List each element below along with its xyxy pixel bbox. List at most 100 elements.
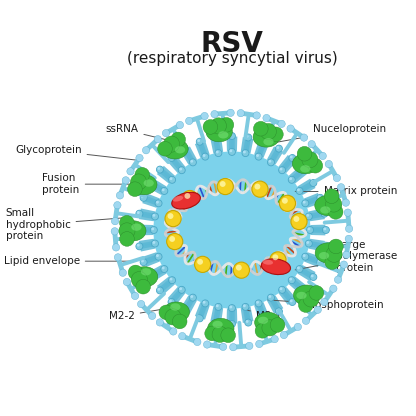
Circle shape bbox=[111, 228, 119, 235]
Circle shape bbox=[205, 203, 259, 257]
Circle shape bbox=[176, 121, 183, 129]
Ellipse shape bbox=[206, 121, 233, 142]
Circle shape bbox=[325, 255, 339, 270]
Circle shape bbox=[189, 159, 196, 166]
Circle shape bbox=[289, 177, 292, 180]
Circle shape bbox=[280, 287, 282, 290]
Circle shape bbox=[194, 192, 270, 268]
Circle shape bbox=[321, 243, 328, 250]
Circle shape bbox=[280, 168, 282, 171]
Circle shape bbox=[267, 294, 275, 301]
Circle shape bbox=[168, 213, 173, 219]
Circle shape bbox=[156, 319, 163, 326]
Circle shape bbox=[167, 233, 183, 250]
Circle shape bbox=[203, 301, 206, 304]
Ellipse shape bbox=[131, 267, 158, 287]
Circle shape bbox=[165, 210, 181, 227]
Circle shape bbox=[243, 151, 246, 154]
Circle shape bbox=[202, 300, 209, 307]
Circle shape bbox=[322, 226, 329, 233]
Circle shape bbox=[169, 156, 172, 158]
Circle shape bbox=[321, 298, 328, 306]
Circle shape bbox=[197, 139, 200, 142]
Circle shape bbox=[314, 306, 322, 313]
Ellipse shape bbox=[263, 138, 274, 146]
Circle shape bbox=[236, 265, 242, 270]
Ellipse shape bbox=[319, 252, 329, 259]
Circle shape bbox=[305, 213, 312, 220]
Text: (respiratory syncytial virus): (respiratory syncytial virus) bbox=[126, 51, 337, 66]
Circle shape bbox=[297, 188, 300, 191]
Circle shape bbox=[168, 299, 175, 305]
Circle shape bbox=[168, 176, 176, 183]
Circle shape bbox=[119, 223, 135, 239]
Circle shape bbox=[172, 171, 292, 290]
Circle shape bbox=[210, 118, 226, 134]
Circle shape bbox=[334, 276, 342, 283]
Circle shape bbox=[211, 111, 218, 118]
Circle shape bbox=[188, 187, 275, 273]
Circle shape bbox=[178, 286, 185, 293]
Circle shape bbox=[324, 189, 339, 203]
Circle shape bbox=[307, 228, 310, 230]
Ellipse shape bbox=[262, 260, 273, 265]
Circle shape bbox=[300, 287, 307, 294]
Circle shape bbox=[213, 320, 216, 323]
Circle shape bbox=[213, 211, 251, 249]
Circle shape bbox=[165, 309, 181, 325]
Circle shape bbox=[270, 252, 286, 268]
Circle shape bbox=[155, 200, 162, 207]
Circle shape bbox=[268, 160, 271, 163]
Circle shape bbox=[170, 328, 177, 335]
Circle shape bbox=[278, 120, 285, 128]
Circle shape bbox=[169, 236, 175, 242]
Ellipse shape bbox=[208, 318, 234, 339]
Circle shape bbox=[237, 109, 245, 117]
Circle shape bbox=[233, 262, 250, 278]
Circle shape bbox=[147, 180, 154, 186]
Circle shape bbox=[156, 287, 163, 294]
Circle shape bbox=[260, 124, 276, 140]
Circle shape bbox=[280, 331, 287, 339]
Circle shape bbox=[157, 288, 160, 291]
Circle shape bbox=[191, 160, 193, 163]
Ellipse shape bbox=[261, 259, 290, 275]
Circle shape bbox=[288, 277, 295, 284]
Circle shape bbox=[162, 129, 170, 137]
Circle shape bbox=[119, 215, 134, 230]
Circle shape bbox=[111, 218, 119, 225]
Circle shape bbox=[322, 211, 325, 214]
Circle shape bbox=[255, 300, 262, 307]
Circle shape bbox=[282, 198, 288, 204]
Circle shape bbox=[303, 291, 319, 307]
Circle shape bbox=[217, 178, 233, 195]
Circle shape bbox=[142, 146, 150, 154]
Circle shape bbox=[161, 265, 168, 272]
Ellipse shape bbox=[131, 223, 141, 231]
Circle shape bbox=[340, 261, 347, 268]
Circle shape bbox=[226, 225, 238, 235]
Circle shape bbox=[151, 213, 158, 220]
Circle shape bbox=[156, 154, 308, 306]
Circle shape bbox=[131, 174, 146, 190]
Circle shape bbox=[128, 265, 143, 280]
Circle shape bbox=[154, 151, 310, 309]
Circle shape bbox=[202, 153, 209, 160]
Circle shape bbox=[306, 241, 309, 244]
Ellipse shape bbox=[131, 175, 157, 195]
Circle shape bbox=[208, 206, 256, 255]
Circle shape bbox=[170, 277, 172, 280]
Circle shape bbox=[181, 145, 188, 152]
Ellipse shape bbox=[170, 303, 181, 311]
Circle shape bbox=[203, 154, 206, 157]
Circle shape bbox=[212, 319, 219, 326]
Circle shape bbox=[136, 280, 151, 294]
Ellipse shape bbox=[163, 302, 190, 322]
Circle shape bbox=[310, 273, 317, 280]
Circle shape bbox=[228, 320, 235, 327]
Circle shape bbox=[322, 244, 325, 247]
Ellipse shape bbox=[119, 221, 146, 241]
Circle shape bbox=[262, 320, 278, 336]
Circle shape bbox=[167, 165, 297, 295]
Ellipse shape bbox=[144, 179, 154, 187]
